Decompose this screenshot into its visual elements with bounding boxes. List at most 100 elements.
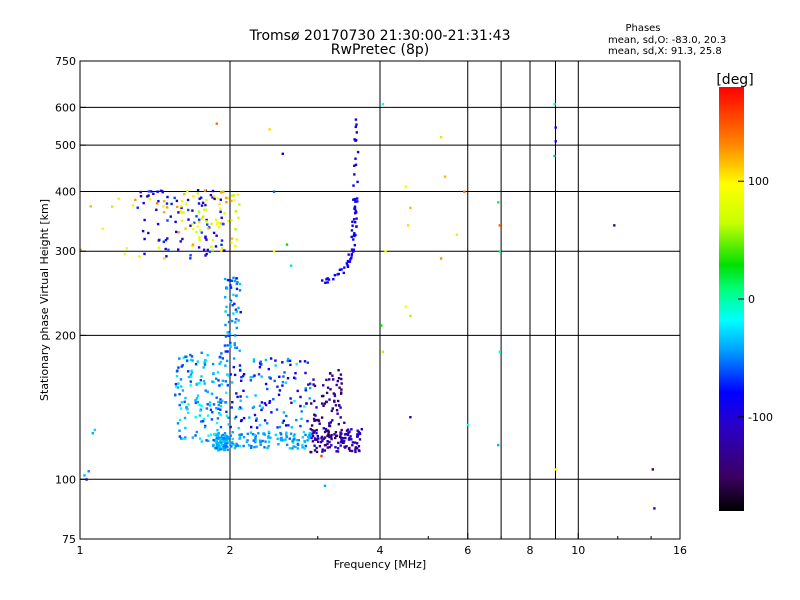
data-point [313, 384, 317, 388]
colorbar-tick-label: 100 [748, 175, 769, 188]
data-point [353, 207, 357, 210]
data-point [228, 343, 232, 347]
data-point [175, 374, 179, 378]
data-point [281, 380, 285, 384]
data-point [308, 397, 311, 400]
data-point [651, 468, 654, 471]
data-point [234, 210, 237, 213]
data-point [211, 196, 214, 199]
data-point [184, 355, 187, 358]
data-point [198, 238, 201, 241]
y-tick-label: 600 [55, 101, 76, 114]
data-point [357, 430, 360, 434]
data-point [225, 444, 228, 447]
data-point [236, 444, 239, 447]
data-point [332, 378, 335, 381]
data-point [222, 439, 225, 443]
data-point [180, 206, 183, 210]
data-point [330, 444, 333, 447]
data-point [224, 323, 227, 327]
data-point [345, 445, 348, 448]
data-point [224, 442, 227, 445]
data-point [381, 350, 385, 353]
data-point [229, 373, 232, 376]
data-point [289, 363, 292, 367]
x-tick-label: 10 [571, 544, 585, 557]
data-point [187, 208, 190, 212]
data-point [183, 193, 186, 196]
data-point [234, 317, 238, 321]
data-point [232, 312, 235, 315]
data-point [333, 399, 336, 403]
data-point [346, 264, 349, 267]
data-point [250, 444, 253, 448]
data-point [147, 194, 150, 197]
data-point [304, 388, 307, 392]
data-point [219, 401, 222, 404]
data-point [232, 293, 235, 297]
data-point [260, 363, 263, 366]
data-point [180, 211, 183, 215]
data-point [169, 215, 172, 218]
data-point [192, 195, 195, 198]
data-point [497, 201, 500, 204]
data-point [230, 199, 233, 202]
data-point [246, 432, 249, 436]
data-point [337, 399, 340, 403]
data-point [269, 357, 273, 360]
data-point [147, 231, 150, 235]
data-point [301, 443, 304, 447]
data-point [180, 385, 183, 388]
data-point [322, 394, 325, 398]
data-point [148, 197, 151, 201]
data-point [336, 412, 339, 415]
data-point [234, 308, 238, 311]
data-point [553, 154, 556, 158]
data-point [310, 424, 314, 427]
data-point [278, 425, 282, 429]
data-point [224, 364, 227, 367]
data-point [339, 440, 343, 444]
data-point [143, 237, 146, 241]
data-point [358, 432, 362, 435]
data-point [204, 235, 207, 238]
data-point [309, 427, 312, 431]
data-point [275, 408, 279, 411]
data-point [304, 371, 307, 375]
data-point [219, 408, 222, 411]
data-point [299, 404, 302, 408]
data-point [233, 342, 236, 345]
data-point [303, 405, 306, 408]
data-point [216, 434, 220, 437]
data-point [93, 428, 96, 432]
data-point [220, 383, 223, 386]
data-point [226, 441, 229, 445]
data-point [307, 433, 311, 437]
data-point [259, 360, 262, 363]
data-point [352, 238, 355, 241]
data-point [328, 422, 331, 425]
data-point [187, 411, 190, 414]
data-point [315, 446, 318, 450]
data-point [210, 222, 213, 225]
data-point [181, 389, 185, 392]
data-point [322, 427, 325, 430]
data-point [257, 373, 261, 376]
data-point [180, 401, 183, 404]
data-point [326, 442, 329, 446]
data-point [234, 321, 237, 324]
data-point [315, 450, 319, 454]
data-point [308, 432, 311, 435]
data-point [238, 444, 241, 448]
data-point [292, 441, 295, 444]
data-point [313, 437, 317, 440]
data-point [217, 445, 221, 448]
data-point [348, 430, 351, 433]
data-point [220, 443, 224, 447]
data-point [258, 439, 262, 442]
grid-lines [80, 61, 680, 539]
data-point [216, 197, 219, 200]
data-point [337, 441, 340, 445]
data-point [236, 281, 239, 284]
data-point [348, 436, 351, 440]
